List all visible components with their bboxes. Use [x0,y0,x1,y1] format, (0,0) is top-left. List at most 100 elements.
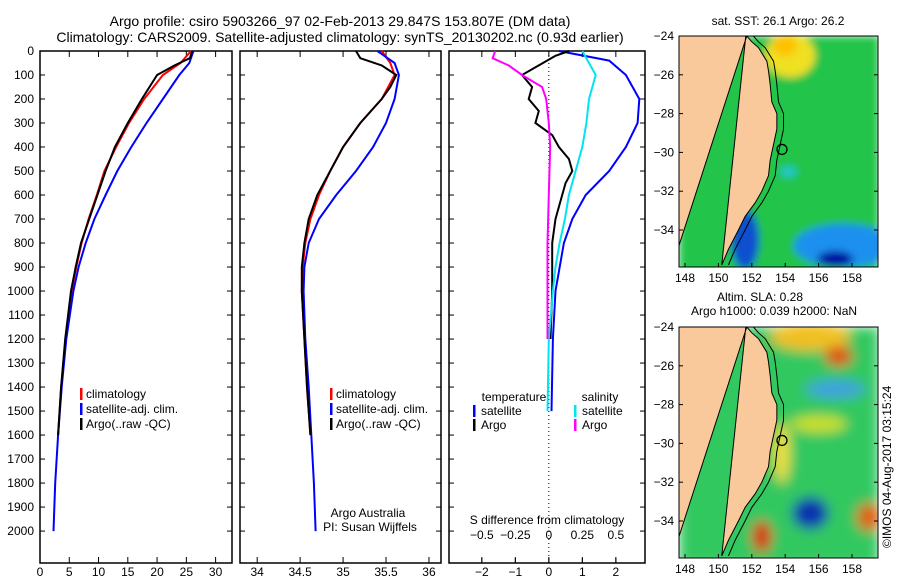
map-frame [678,35,879,268]
title-line-2: Climatology: CARS2009. Satellite-adjuste… [56,29,623,45]
series-line-climatology [57,50,192,436]
title-line-1: Argo profile: csiro 5903266_97 02-Feb-20… [110,13,571,29]
land-mass [679,327,778,557]
s-tick-label: 0 [545,528,552,542]
lon-tick-label: 158 [842,562,862,576]
profile-panel-1: 0 5 10 15 20 25 300100200300400500600700800900… [7,44,233,585]
x-tick-label: 36 [422,565,436,579]
x-tick-label: 25 [180,565,194,579]
lat-tick-label: −28 [654,107,675,121]
x-tick-label: 1 [579,565,586,579]
lat-tick-label: −26 [654,68,675,82]
legend-swatch [473,405,476,417]
lat-tick-label: −26 [654,359,675,373]
legend-label: Argo(..raw -QC) [336,417,421,431]
x-tick-label: 30 [209,565,223,579]
lat-tick-label: −32 [654,475,675,489]
x-tick-label: −1 [508,565,522,579]
legend-swatch [574,419,577,431]
s-tick-label: −0.25 [500,528,531,542]
y-tick-label: 600 [14,188,34,202]
y-tick-label: 1400 [7,380,34,394]
isobath-contour [727,327,785,557]
y-tick-label: 900 [14,260,34,274]
lat-tick-label: −30 [654,436,675,450]
credit-label: ©IMOS 04-Aug-2017 03:15:24 [880,385,894,548]
map-title: sat. SST: 26.1 Argo: 26.2 [712,14,845,28]
lat-tick-label: −34 [654,223,675,237]
series-line-s-satellite [546,50,597,412]
y-tick-label: 1900 [7,500,34,514]
credit-line-2: PI: Susan Wijffels [323,520,417,534]
legend-label: Argo(..raw -QC) [86,417,171,431]
credit-line-1: Argo Australia [331,506,406,520]
lon-tick-label: 150 [708,271,728,285]
legend-label: climatology [336,387,396,401]
x-tick-label: −2 [475,565,489,579]
x-tick-label: 34.5 [288,565,312,579]
profile-panel-3: −2−1012T difference from climatologyS di… [448,50,646,585]
legend-swatch [80,403,83,415]
map-frame [678,326,879,559]
legend-label: Argo [582,418,608,432]
y-tick-label: 200 [14,92,34,106]
legend-label: satellite [481,404,522,418]
legend-label: satellite-adj. clim. [336,402,428,416]
lat-tick-label: −34 [654,514,675,528]
legend-swatch [80,388,83,400]
lon-tick-label: 158 [842,271,862,285]
series-line-satellite-adj-clim- [302,50,400,532]
legend-label: satellite-adj. clim. [86,402,178,416]
isobath-contour [727,36,785,266]
y-tick-label: 100 [14,68,34,82]
legend-swatch [330,418,333,430]
x-tick-label: 20 [150,565,164,579]
x-tick-label: 35 [336,565,350,579]
plot-frame [448,50,646,564]
x-tick-label: 35.5 [374,565,398,579]
plot-frame [39,50,233,564]
argo-location-marker [776,143,788,156]
legend-swatch [473,419,476,431]
sst-map: 148 150 152 154 156 158 −24 −26 −28 −30 −32 −34 sat.… [654,14,879,285]
series-line-satellite-adj-clim- [52,50,195,532]
argo-location-marker [776,434,788,447]
y-tick-label: 1800 [7,476,34,490]
lat-tick-label: −32 [654,184,675,198]
map-title: Altim. SLA: 0.28 [717,290,803,304]
s-axis-label: S difference from climatology [470,513,625,527]
x-tick-label: 0 [545,565,552,579]
legend-swatch [574,405,577,417]
lon-tick-label: 148 [675,271,695,285]
lon-tick-label: 156 [809,271,829,285]
land-mass [679,36,778,266]
s-tick-label: 0.5 [608,528,625,542]
y-tick-label: 1500 [7,404,34,418]
series-line-t-argo [520,50,574,340]
series-line-argo-raw-qc- [57,50,194,436]
y-tick-label: 1600 [7,428,34,442]
y-tick-label: 300 [14,116,34,130]
x-tick-label: 0 [37,565,44,579]
lon-tick-label: 150 [708,562,728,576]
y-tick-label: 1300 [7,356,34,370]
series-line-s-argo [491,50,552,339]
y-tick-label: 2000 [7,524,34,538]
lon-tick-label: 156 [809,562,829,576]
lat-tick-label: −28 [654,398,675,412]
x-tick-label: 5 [66,565,73,579]
y-tick-label: 400 [14,140,34,154]
lat-tick-label: −30 [654,145,675,159]
legend-label: satellite [582,404,623,418]
y-tick-label: 800 [14,236,34,250]
legend-title-salinity: salinity [582,390,619,404]
y-tick-label: 700 [14,212,34,226]
y-tick-label: 1000 [7,284,34,298]
series-line-climatology [300,50,396,436]
y-tick-label: 1200 [7,332,34,346]
y-tick-label: 1100 [8,308,34,322]
plot-frame [239,50,442,564]
legend-swatch [330,403,333,415]
